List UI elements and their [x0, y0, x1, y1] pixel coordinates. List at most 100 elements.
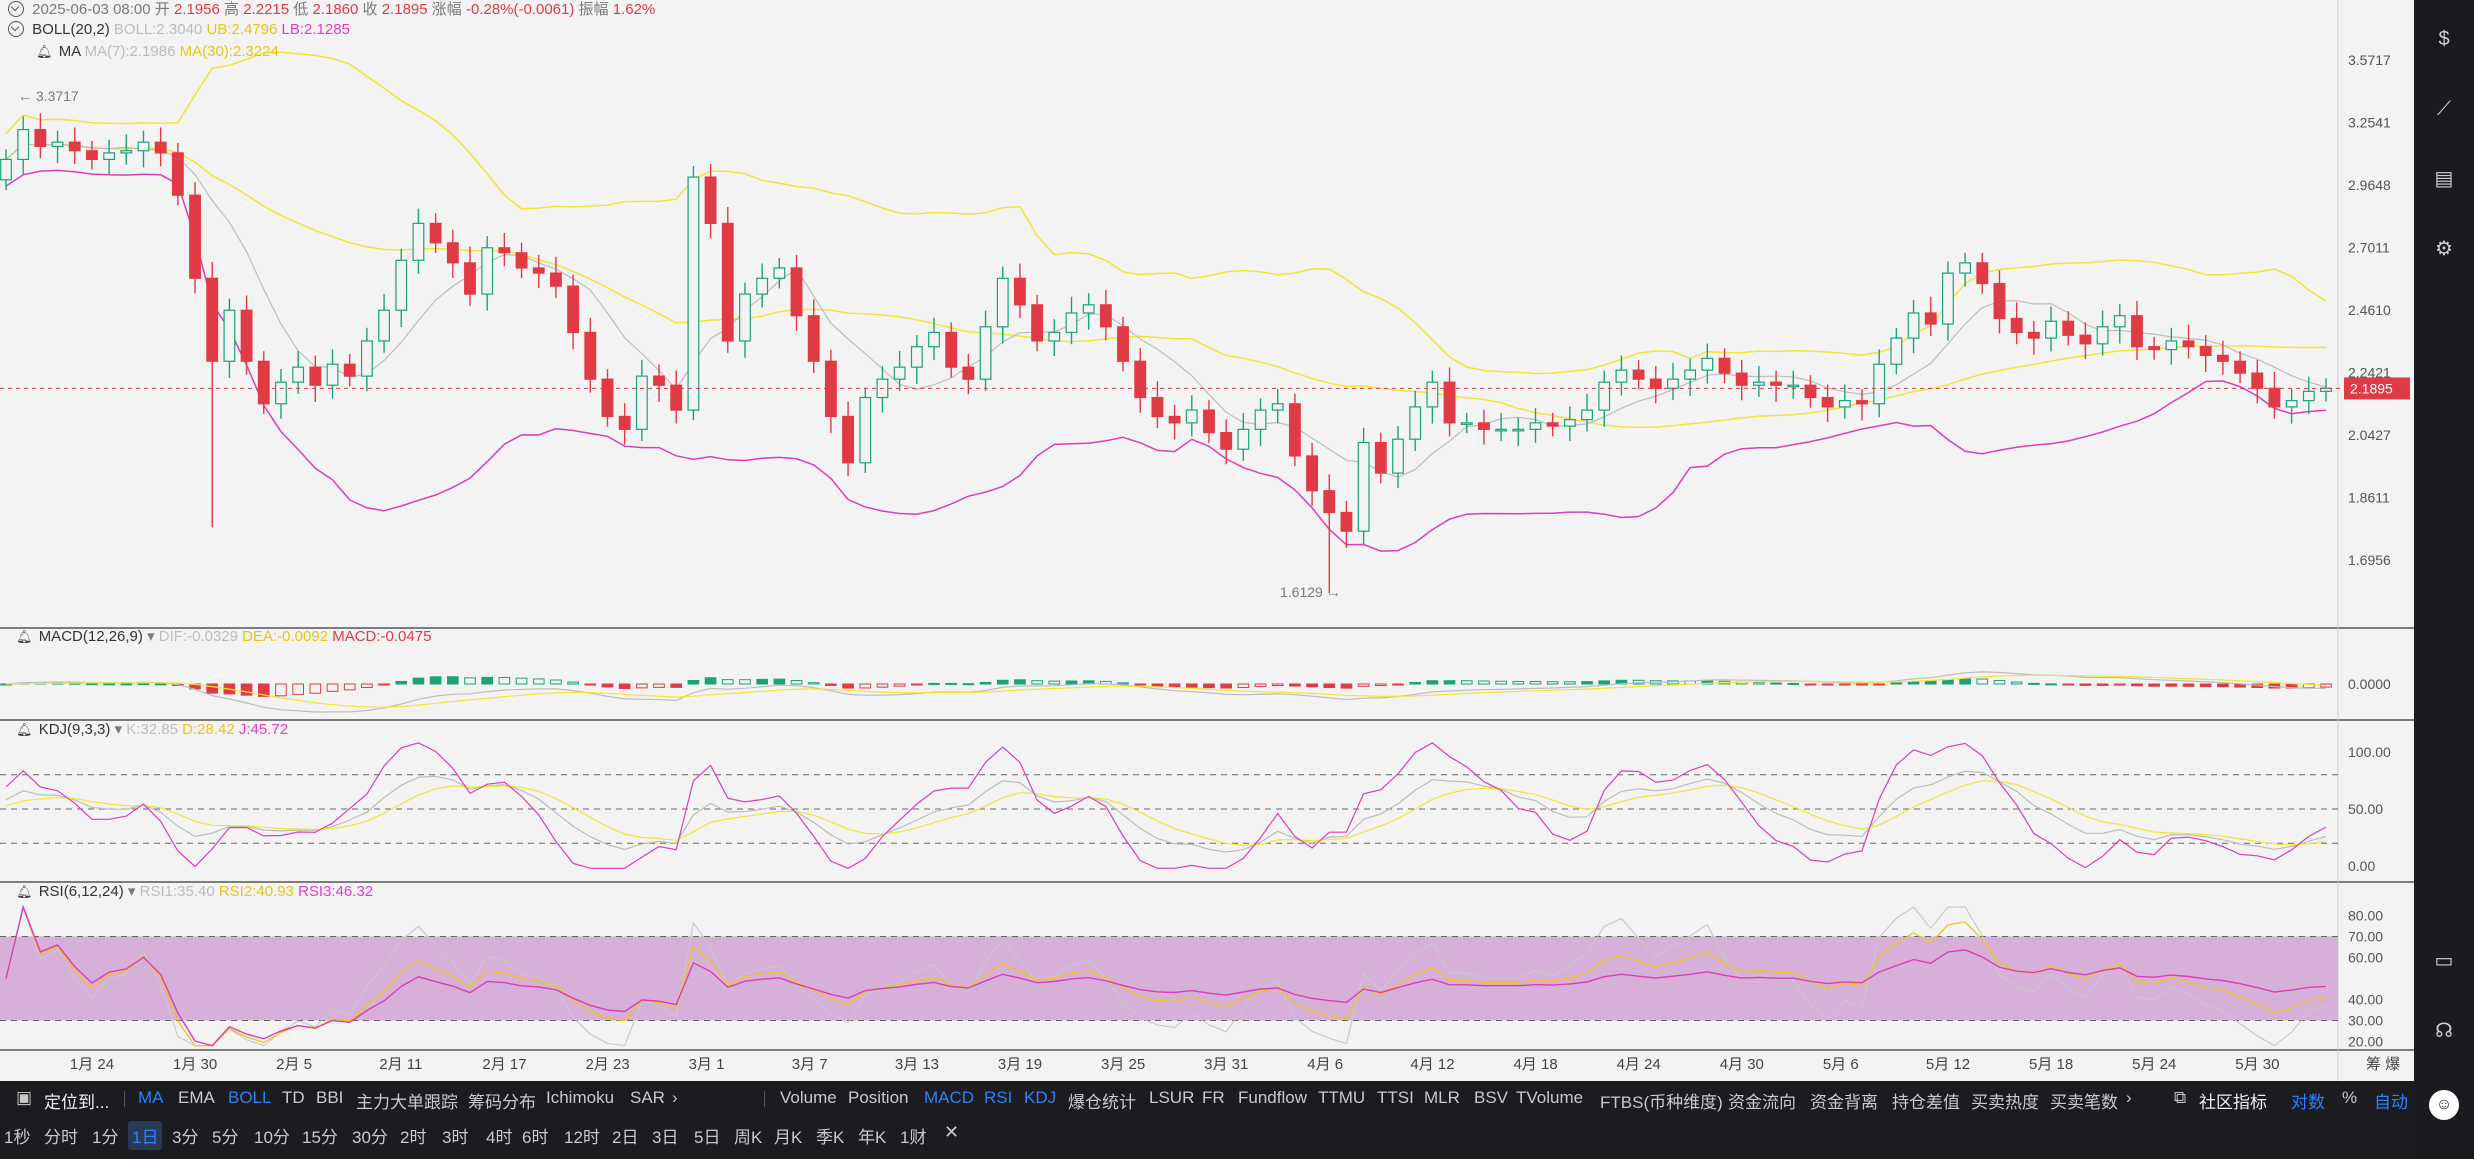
- sub-indicator-12[interactable]: BSV: [1474, 1088, 1509, 1107]
- calendar-icon[interactable]: ▣: [16, 1088, 33, 1107]
- auto-scale-toggle[interactable]: 自动: [2374, 1093, 2408, 1112]
- interval-20[interactable]: 年K: [858, 1128, 887, 1147]
- sub-indicator-7[interactable]: FR: [1202, 1088, 1225, 1107]
- main-indicator-6[interactable]: 筹码分布: [468, 1093, 536, 1112]
- community-indicators-button[interactable]: 社区指标: [2199, 1093, 2267, 1112]
- chart-canvas[interactable]: 2.1895 3.5717 3.2541 2.9648 2.7011 2.4610 2.24…: [0, 0, 2414, 1081]
- sub-indicator-8[interactable]: Fundflow: [1238, 1088, 1307, 1107]
- interval-5[interactable]: 5分: [212, 1128, 239, 1147]
- main-indicator-2[interactable]: BOLL: [228, 1088, 272, 1107]
- settings-icon[interactable]: ⚙: [2435, 238, 2453, 260]
- x-axis-label: 3月 25: [1101, 1056, 1145, 1073]
- interval-4[interactable]: 3分: [172, 1128, 199, 1147]
- line-tool-icon[interactable]: ⟋: [2437, 98, 2451, 120]
- ma7-line: [5, 143, 2327, 478]
- interval-9[interactable]: 2时: [400, 1128, 427, 1147]
- interval-17[interactable]: 周K: [734, 1128, 763, 1147]
- chevron-down-icon[interactable]: ▾: [114, 721, 123, 738]
- sub-indicator-11[interactable]: MLR: [1424, 1088, 1460, 1107]
- collapse-icon[interactable]: [8, 1, 24, 17]
- interval-2[interactable]: 1分: [92, 1128, 119, 1147]
- sub-indicator-9[interactable]: TTMU: [1318, 1088, 1366, 1107]
- chevron-down-icon[interactable]: ▾: [147, 628, 155, 645]
- headset-icon[interactable]: ☊: [2435, 1020, 2453, 1042]
- main-indicator-7[interactable]: Ichimoku: [546, 1088, 615, 1107]
- main-indicator-3[interactable]: TD: [282, 1088, 305, 1107]
- log-scale-toggle[interactable]: 对数: [2291, 1093, 2325, 1112]
- external-link-icon[interactable]: ⧉: [2174, 1088, 2187, 1107]
- close-icon[interactable]: ✕: [944, 1122, 960, 1142]
- interval-6[interactable]: 10分: [254, 1128, 290, 1147]
- interval-19[interactable]: 季K: [816, 1128, 845, 1147]
- interval-8[interactable]: 30分: [352, 1128, 388, 1147]
- sub-indicator-1[interactable]: Position: [848, 1088, 909, 1107]
- macd-value: MACD:-0.0475: [332, 628, 432, 645]
- interval-15[interactable]: 3日: [652, 1128, 679, 1147]
- candle-body: [1718, 357, 1731, 374]
- sub-indicator-14[interactable]: FTBS(币种维度): [1600, 1093, 1723, 1112]
- chevron-right-icon[interactable]: ›: [2126, 1088, 2132, 1107]
- interval-1[interactable]: 分时: [44, 1128, 78, 1147]
- chevron-right-icon[interactable]: ›: [672, 1088, 678, 1107]
- candle-body: [223, 309, 236, 362]
- interval-21[interactable]: 1财: [900, 1128, 927, 1147]
- candle-body: [1477, 422, 1490, 430]
- main-indicator-8[interactable]: SAR: [630, 1088, 665, 1107]
- macd-name[interactable]: MACD(12,26,9): [38, 628, 143, 645]
- macd-histogram-bar: [2182, 683, 2195, 687]
- ma-name[interactable]: MA: [58, 43, 81, 60]
- locate-button[interactable]: 定位到...: [44, 1093, 110, 1112]
- layout-icon[interactable]: ▭: [2434, 950, 2454, 972]
- candle-body: [1615, 369, 1628, 383]
- macd-histogram-bar: [464, 677, 476, 685]
- sub-indicator-13[interactable]: TVolume: [1516, 1088, 1584, 1107]
- sub-indicator-4[interactable]: KDJ: [1024, 1088, 1057, 1107]
- boll-name[interactable]: BOLL(20,2): [32, 21, 110, 38]
- interval-10[interactable]: 3时: [442, 1128, 469, 1147]
- percent-toggle[interactable]: %: [2342, 1088, 2358, 1107]
- avatar-icon[interactable]: ☺: [2429, 1090, 2459, 1120]
- interval-7[interactable]: 15分: [302, 1128, 338, 1147]
- chevron-down-icon[interactable]: ▾: [127, 883, 136, 900]
- sub-indicator-18[interactable]: 买卖热度: [1971, 1093, 2039, 1112]
- bell-icon[interactable]: 🔔︎: [36, 44, 53, 59]
- interval-18[interactable]: 月K: [774, 1128, 803, 1147]
- bell-icon[interactable]: 🔔︎: [16, 722, 33, 737]
- ma-legend: 🔔︎ MA MA(7):2.1986 MA(30):2.3224: [36, 42, 279, 62]
- sub-indicator-6[interactable]: LSUR: [1149, 1088, 1195, 1107]
- macd-histogram-bar: [704, 677, 717, 685]
- main-indicator-4[interactable]: BBI: [316, 1088, 344, 1107]
- indicator-icon[interactable]: ▤: [2434, 168, 2454, 190]
- sub-indicator-5[interactable]: 爆仓统计: [1068, 1093, 1136, 1112]
- x-axis-label: 2月 5: [276, 1056, 312, 1073]
- collapse-icon[interactable]: [8, 21, 24, 37]
- candle-body: [653, 375, 665, 386]
- sub-indicator-16[interactable]: 资金背离: [1810, 1093, 1878, 1112]
- sub-indicator-10[interactable]: TTSI: [1377, 1088, 1414, 1107]
- interval-14[interactable]: 2日: [612, 1128, 639, 1147]
- interval-3[interactable]: 1日: [128, 1121, 163, 1150]
- rsi-name[interactable]: RSI(6,12,24): [38, 883, 124, 900]
- macd-histogram-bar: [1306, 683, 1318, 688]
- bell-icon[interactable]: 🔔︎: [16, 629, 33, 644]
- interval-11[interactable]: 4时: [486, 1128, 513, 1147]
- candle-body: [1941, 272, 1954, 325]
- kdj-name[interactable]: KDJ(9,3,3): [38, 721, 111, 738]
- bell-icon[interactable]: 🔔︎: [16, 884, 33, 899]
- sub-indicator-15[interactable]: 资金流向: [1728, 1093, 1796, 1112]
- interval-16[interactable]: 5日: [694, 1128, 721, 1147]
- sub-indicator-17[interactable]: 持仓差值: [1892, 1093, 1960, 1112]
- candle-body: [1804, 384, 1817, 399]
- interval-13[interactable]: 12时: [564, 1128, 600, 1147]
- main-indicator-0[interactable]: MA: [138, 1088, 164, 1107]
- sub-indicator-2[interactable]: MACD: [924, 1088, 975, 1107]
- main-indicator-5[interactable]: 主力大单跟踪: [356, 1093, 458, 1112]
- interval-0[interactable]: 1秒: [4, 1128, 31, 1147]
- dollar-icon[interactable]: $: [2438, 28, 2450, 50]
- sub-indicator-0[interactable]: Volume: [780, 1088, 837, 1107]
- interval-12[interactable]: 6时: [522, 1128, 549, 1147]
- main-indicator-1[interactable]: EMA: [178, 1088, 215, 1107]
- sub-indicator-3[interactable]: RSI: [984, 1088, 1013, 1107]
- right-toolbar: $ ⟋ ▤ ⚙ ▭ ☊ ☺: [2414, 0, 2474, 1159]
- sub-indicator-19[interactable]: 买卖笔数: [2050, 1093, 2118, 1112]
